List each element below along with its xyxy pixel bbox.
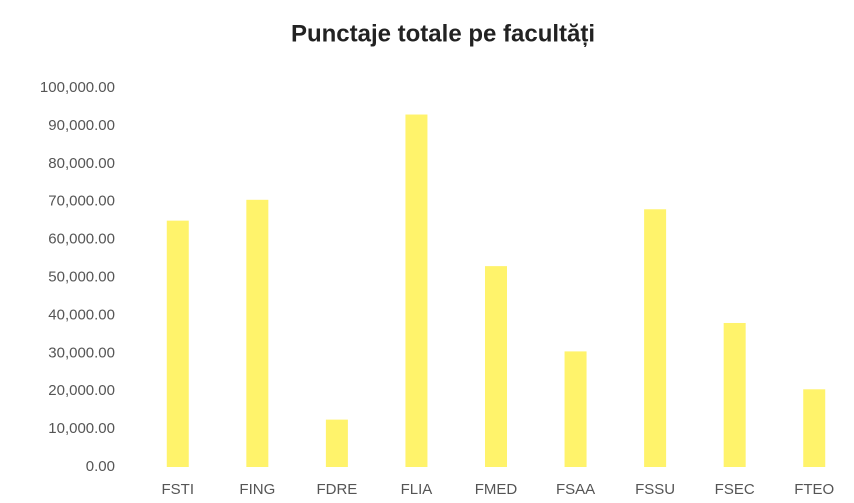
chart-title: Punctaje totale pe facultăți <box>291 20 595 47</box>
bar <box>564 351 587 467</box>
x-tick-label: FLIA <box>401 481 433 498</box>
x-tick-label: FSEC <box>715 481 755 498</box>
y-tick-label: 0.00 <box>86 458 115 475</box>
y-tick-label: 40,000.00 <box>48 306 115 323</box>
x-tick-label: FMED <box>475 481 518 498</box>
x-tick-label: FDRE <box>316 481 357 498</box>
bar <box>485 266 507 467</box>
bar <box>166 220 189 467</box>
x-tick-label: FSAA <box>556 481 595 498</box>
y-tick-label: 80,000.00 <box>48 155 115 172</box>
y-tick-label: 50,000.00 <box>48 268 115 285</box>
bar <box>644 209 667 467</box>
y-tick-label: 60,000.00 <box>48 231 115 248</box>
bar <box>723 322 746 467</box>
x-tick-label: FING <box>239 481 275 498</box>
y-tick-label: 30,000.00 <box>48 344 115 361</box>
bar <box>405 114 428 467</box>
y-tick-label: 100,000.00 <box>40 79 115 96</box>
y-tick-label: 20,000.00 <box>48 382 115 399</box>
bar <box>246 199 269 467</box>
y-tick-label: 90,000.00 <box>48 117 115 134</box>
x-tick-label: FTEO <box>794 481 834 498</box>
x-tick-label: FSTI <box>162 481 195 498</box>
bar <box>325 419 348 467</box>
x-tick-label: FSSU <box>635 481 675 498</box>
y-tick-label: 70,000.00 <box>48 193 115 210</box>
bar <box>803 389 826 467</box>
y-tick-label: 10,000.00 <box>48 420 115 437</box>
